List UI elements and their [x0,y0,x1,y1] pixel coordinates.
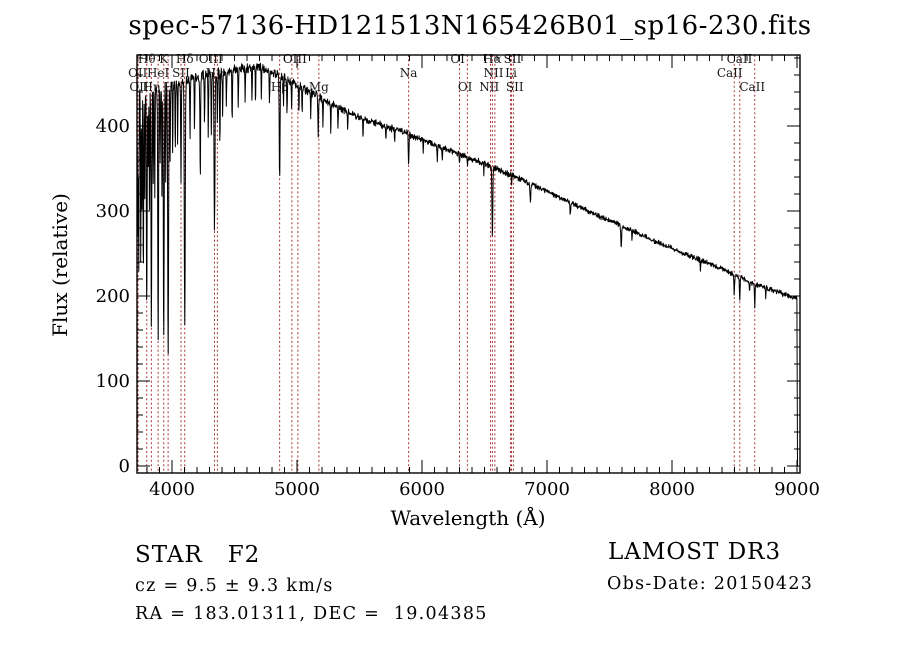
spectral-line-label-HeI-3889: HeI [147,66,170,80]
cz-velocity-text: cz = 9.5 ± 9.3 km/s [135,576,334,596]
spectral-line-label-Hα-6563: Hα [483,52,502,66]
spectral-line-label-CaII-8662: CaII [739,80,765,94]
y-tick-label-0: 0 [119,456,130,477]
obs-date-text: Obs-Date: 20150423 [607,574,814,594]
x-tick-label-8000: 8000 [649,479,695,500]
y-tick-label-100: 100 [96,371,130,392]
spectral-line-label-SII-4072: SII [172,66,190,80]
spectral-line-label-OI-6300: OI [450,52,465,66]
y-axis-label: Flux (relative) [48,193,72,337]
spectral-line-label-CaII-8542: CaII [727,52,753,66]
survey-release-text: LAMOST DR3 [608,539,782,565]
ra-dec-text: RA = 183.01311, DEC = 19.04385 [135,604,488,624]
y-tick-label-300: 300 [96,201,130,222]
x-axis-label: Wavelength (Å) [390,506,546,530]
spectral-line-label-SII-6716: SII [504,52,522,66]
plot-frame [136,54,801,474]
spectrum-curve [136,62,798,467]
x-tick-label-9000: 9000 [774,479,820,500]
spectral-line-label-Hη-3835: Hη [143,80,161,94]
spectral-line-label-OIII-4363: OIII [199,52,223,66]
spectral-line-label-H-3969: H [164,80,174,94]
x-tick-label-6000: 6000 [399,479,445,500]
x-tick-label-7000: 7000 [524,479,570,500]
spectral-line-label-Na-5893: Na [400,66,418,80]
spectral-line-label-CaII-8498: CaII [717,66,743,80]
spectral-line-label-OII-3726: OII [128,66,148,80]
plot-title: spec-57136-HD121513N165426B01_sp16-230.f… [128,11,812,41]
object-class-text: STAR F2 [135,542,261,568]
spectral-line-label-Mg-5175: Mg [309,80,329,94]
spectral-line-label-OII-3729: OII [129,80,149,94]
x-tick-label-5000: 5000 [274,479,320,500]
spectral-line-label-Li-6708: Li [505,66,517,80]
spectral-line-label-NII-6583: NII [484,66,504,80]
spectral-line-label-K-3934: K [159,52,169,66]
spectral-line-label-SII-6731: SII [506,80,524,94]
spectral-line-label-NII-6548: NII [479,80,499,94]
spectral-line-label-OIII-4959: OIII [283,52,307,66]
x-tick-label-4000: 4000 [149,479,195,500]
spectral-line-label-Hβ-4861: Hβ [271,80,288,94]
y-tick-label-200: 200 [96,286,130,307]
y-tick-label-400: 400 [96,116,130,137]
spectral-line-label-OI-6363: OI [458,80,473,94]
